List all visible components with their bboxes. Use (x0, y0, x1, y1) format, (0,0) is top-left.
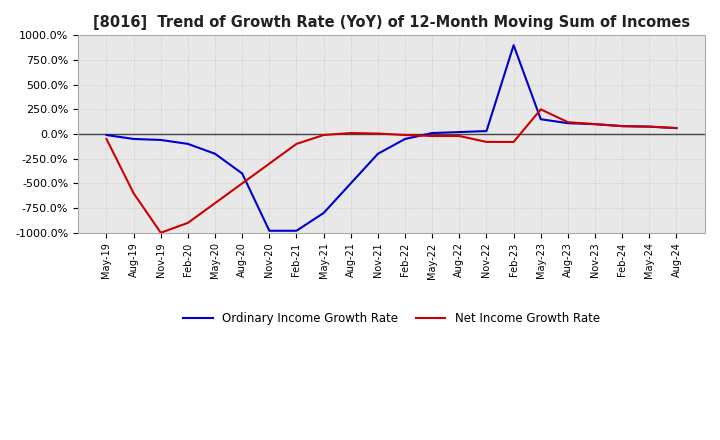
Net Income Growth Rate (211, 201, 220, 206)
Net Income Growth Rate (645, 124, 654, 129)
Net Income Growth Rate (564, 120, 572, 125)
Ordinary Income Growth Rate (455, 129, 464, 135)
Ordinary Income Growth Rate (102, 132, 111, 138)
Net Income Growth Rate (156, 230, 165, 235)
Ordinary Income Growth Rate (618, 124, 626, 129)
Net Income Growth Rate (428, 133, 436, 139)
Net Income Growth Rate (482, 139, 491, 145)
Net Income Growth Rate (374, 131, 382, 136)
Ordinary Income Growth Rate (184, 141, 192, 147)
Net Income Growth Rate (102, 136, 111, 142)
Line: Net Income Growth Rate: Net Income Growth Rate (107, 110, 677, 233)
Ordinary Income Growth Rate (509, 43, 518, 48)
Net Income Growth Rate (265, 161, 274, 166)
Title: [8016]  Trend of Growth Rate (YoY) of 12-Month Moving Sum of Incomes: [8016] Trend of Growth Rate (YoY) of 12-… (93, 15, 690, 30)
Ordinary Income Growth Rate (292, 228, 301, 233)
Ordinary Income Growth Rate (238, 171, 246, 176)
Ordinary Income Growth Rate (156, 137, 165, 143)
Ordinary Income Growth Rate (374, 151, 382, 156)
Ordinary Income Growth Rate (319, 210, 328, 216)
Ordinary Income Growth Rate (130, 136, 138, 142)
Net Income Growth Rate (238, 181, 246, 186)
Legend: Ordinary Income Growth Rate, Net Income Growth Rate: Ordinary Income Growth Rate, Net Income … (179, 307, 605, 330)
Net Income Growth Rate (618, 124, 626, 129)
Net Income Growth Rate (292, 141, 301, 147)
Net Income Growth Rate (184, 220, 192, 225)
Net Income Growth Rate (509, 139, 518, 145)
Net Income Growth Rate (672, 125, 681, 131)
Net Income Growth Rate (319, 132, 328, 138)
Net Income Growth Rate (401, 132, 410, 138)
Ordinary Income Growth Rate (645, 124, 654, 129)
Ordinary Income Growth Rate (564, 121, 572, 126)
Net Income Growth Rate (130, 191, 138, 196)
Ordinary Income Growth Rate (401, 136, 410, 142)
Net Income Growth Rate (536, 107, 545, 112)
Ordinary Income Growth Rate (536, 117, 545, 122)
Ordinary Income Growth Rate (482, 128, 491, 134)
Ordinary Income Growth Rate (590, 121, 599, 127)
Ordinary Income Growth Rate (265, 228, 274, 233)
Ordinary Income Growth Rate (211, 151, 220, 156)
Ordinary Income Growth Rate (428, 130, 436, 136)
Net Income Growth Rate (590, 121, 599, 127)
Net Income Growth Rate (346, 130, 355, 136)
Line: Ordinary Income Growth Rate: Ordinary Income Growth Rate (107, 45, 677, 231)
Ordinary Income Growth Rate (672, 125, 681, 131)
Net Income Growth Rate (455, 133, 464, 139)
Ordinary Income Growth Rate (346, 181, 355, 186)
